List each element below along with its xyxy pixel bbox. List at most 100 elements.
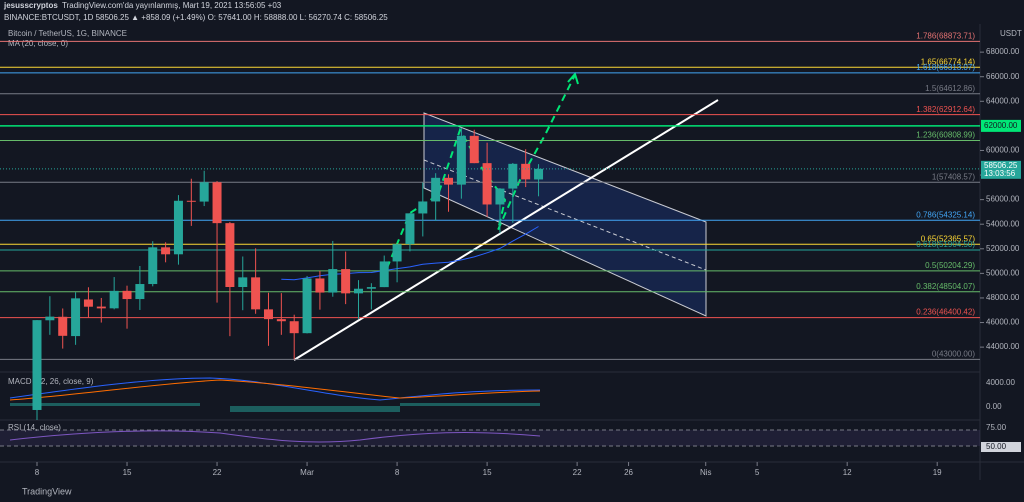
candle-body: [276, 319, 286, 322]
y-tick-label: 64000.00: [986, 96, 1020, 105]
price-tag: [981, 119, 1021, 132]
fib-label: 0.65(52365.57): [921, 234, 976, 243]
x-tick-label: 22: [573, 468, 582, 477]
fib-label: 1.382(62912.64): [916, 105, 975, 114]
candle-body: [212, 182, 222, 224]
macd-title: MACD (12, 26, close, 9): [8, 377, 94, 386]
candle-body: [122, 290, 132, 300]
last-price-tag: [981, 160, 1021, 179]
candle-body: [521, 163, 531, 180]
candle-body: [32, 320, 42, 410]
price-tag-label: 62000.00: [984, 121, 1018, 130]
candle-body: [495, 188, 505, 205]
candle-body: [431, 177, 441, 202]
x-tick-label: 15: [123, 468, 132, 477]
arrow-head: [567, 71, 579, 85]
candle-body: [354, 288, 363, 294]
candle-body: [225, 223, 235, 288]
fib-label: 1.65(66774.14): [921, 57, 976, 66]
candle-body: [418, 201, 428, 214]
candle-body: [456, 135, 466, 185]
x-tick-label: 8: [35, 468, 40, 477]
y-tick-label: 60000.00: [986, 146, 1020, 155]
fib-label: 0.382(48504.07): [916, 282, 975, 291]
candle-body: [366, 287, 376, 289]
countdown: 13:03:56: [984, 169, 1016, 178]
rsi-line: [9, 430, 541, 443]
x-tick-label: 5: [755, 468, 760, 477]
x-tick-label: 22: [213, 468, 222, 477]
candle-body: [173, 200, 183, 255]
y-tick-label: 56000.00: [986, 195, 1020, 204]
candle-body: [135, 284, 145, 300]
macd-line: [9, 377, 541, 401]
candle-body: [315, 278, 325, 293]
x-tick-label: Mar: [300, 468, 314, 477]
chart-title: Bitcoin / TetherUS, 1G, BINANCE: [8, 29, 127, 38]
rsi-band: [0, 430, 980, 446]
y-tick-label: 52000.00: [986, 244, 1020, 253]
candle-body: [45, 316, 55, 321]
fib-label: 1.786(68873.71): [916, 31, 975, 40]
candle-body: [444, 177, 454, 185]
candle-body: [392, 244, 402, 262]
candle-body: [199, 182, 209, 202]
candle-body: [482, 163, 492, 205]
macd-tick: 4000.00: [986, 378, 1015, 387]
x-tick-label: 8: [395, 468, 400, 477]
candle-body: [161, 247, 171, 255]
candle-body: [71, 298, 81, 337]
fib-label: 1(57408.57): [932, 172, 975, 181]
x-tick-label: 15: [483, 468, 492, 477]
fib-label: 0.786(54325.14): [916, 210, 975, 219]
candle-body: [379, 261, 389, 288]
candle-body: [251, 277, 261, 310]
symbol-line: BINANCE:BTCUSDT, 1D 58506.25 ▲ +858.09 (…: [4, 13, 388, 22]
indicator-label: MA (20, close, 0): [8, 39, 68, 48]
rsi-title: RSI (14, close): [8, 423, 61, 432]
candle-body: [58, 316, 68, 336]
x-tick-label: 12: [843, 468, 852, 477]
fib-label: 0.618(51904.50): [916, 240, 975, 249]
candle-body: [96, 306, 106, 309]
candle-body: [148, 247, 158, 285]
y-tick-label: 66000.00: [986, 72, 1020, 81]
fib-label: 1.236(60808.99): [916, 131, 975, 140]
trend-line: [293, 99, 719, 361]
y-tick-label: 54000.00: [986, 219, 1020, 228]
y-tick-label: 46000.00: [986, 318, 1020, 327]
candle-body: [534, 168, 544, 180]
candle-body: [289, 321, 299, 334]
candle-body: [508, 163, 518, 189]
y-tick-label: 68000.00: [986, 47, 1020, 56]
candle-body: [302, 278, 312, 334]
candle-body: [263, 309, 273, 320]
x-tick-label: 26: [624, 468, 633, 477]
rsi-tick: 50.00: [986, 442, 1007, 451]
fib-label: 0(43000.00): [932, 350, 975, 359]
published: TradingView.com'da yayınlanmış, Mart 19,…: [62, 1, 282, 10]
candle-body: [469, 135, 479, 164]
brand: TradingView: [22, 486, 72, 496]
candle-body: [238, 277, 248, 288]
x-tick-label: Nis: [700, 468, 712, 477]
fib-label: 1.618(66313.07): [916, 63, 975, 72]
channel: [423, 112, 707, 317]
rsi-tick: 75.00: [986, 423, 1007, 432]
last-price-label: 58506.25: [984, 161, 1018, 170]
fib-label: 1.5(64612.86): [925, 84, 975, 93]
channel-median: [423, 159, 707, 271]
candle-body: [328, 269, 338, 293]
macd-tick: 0.00: [986, 402, 1002, 411]
moving-average: [281, 226, 539, 281]
candle-body: [83, 299, 93, 307]
fib-label: 0.236(46400.42): [916, 308, 975, 317]
y-tick-label: 50000.00: [986, 268, 1020, 277]
fib-label: 0.5(50204.29): [925, 261, 975, 270]
candle-body: [341, 269, 351, 294]
author: jesusscryptos: [3, 1, 58, 10]
unit: USDT: [1000, 29, 1022, 38]
